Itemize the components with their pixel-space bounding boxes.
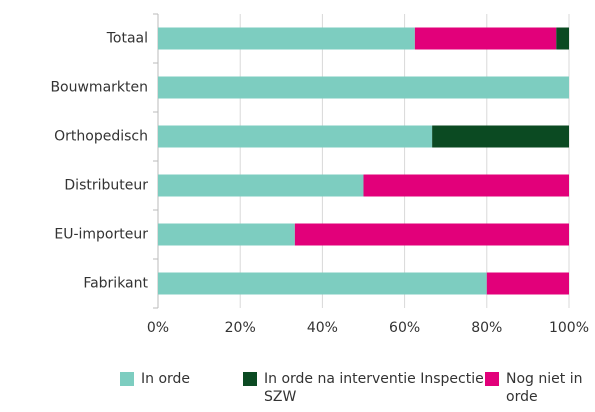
legend-item: Nog niet in orde [485, 370, 595, 406]
bar-segment [158, 223, 295, 246]
y-tick-label: EU-importeur [54, 227, 148, 243]
legend: In orde In orde na interventie Inspectie … [0, 370, 595, 412]
x-tick-label: 80% [471, 320, 502, 336]
bar-segment [414, 27, 557, 50]
legend-label: Nog niet in orde [506, 371, 583, 405]
legend-item: In orde na interventie Inspectie SZW [243, 370, 484, 406]
legend-swatch [120, 372, 134, 386]
legend-swatch [485, 372, 499, 386]
legend-item: In orde [120, 370, 231, 388]
y-tick-label: Totaal [106, 31, 148, 47]
legend-label: In orde na interventie Inspectie SZW [264, 371, 484, 405]
y-tick-label: Distributeur [64, 178, 148, 194]
x-tick-label: 40% [307, 320, 338, 336]
y-tick-label: Fabrikant [83, 276, 148, 292]
x-tick-label: 100% [549, 320, 589, 336]
legend-label: In orde [141, 371, 191, 387]
y-tick-label: Orthopedisch [54, 129, 148, 145]
bar-segment [486, 272, 569, 295]
y-tick-label: Bouwmarkten [50, 80, 148, 96]
bar-segment [158, 272, 487, 295]
x-tick-label: 0% [147, 320, 169, 336]
x-tick-label: 20% [225, 320, 256, 336]
bar-segment [363, 174, 569, 197]
chart: 0% 20% 40% 60% 80% 100% Totaal Bouwmarkten Ortho… [50, 13, 589, 336]
bar-segment [158, 27, 415, 50]
bar-segment [432, 125, 569, 148]
bar-segment [294, 223, 569, 246]
legend-swatch [243, 372, 257, 386]
bar-segment [158, 125, 433, 148]
x-tick-label: 60% [389, 320, 420, 336]
bar-segment [158, 174, 364, 197]
bar-segment [556, 27, 569, 50]
bar-segment [158, 76, 569, 99]
